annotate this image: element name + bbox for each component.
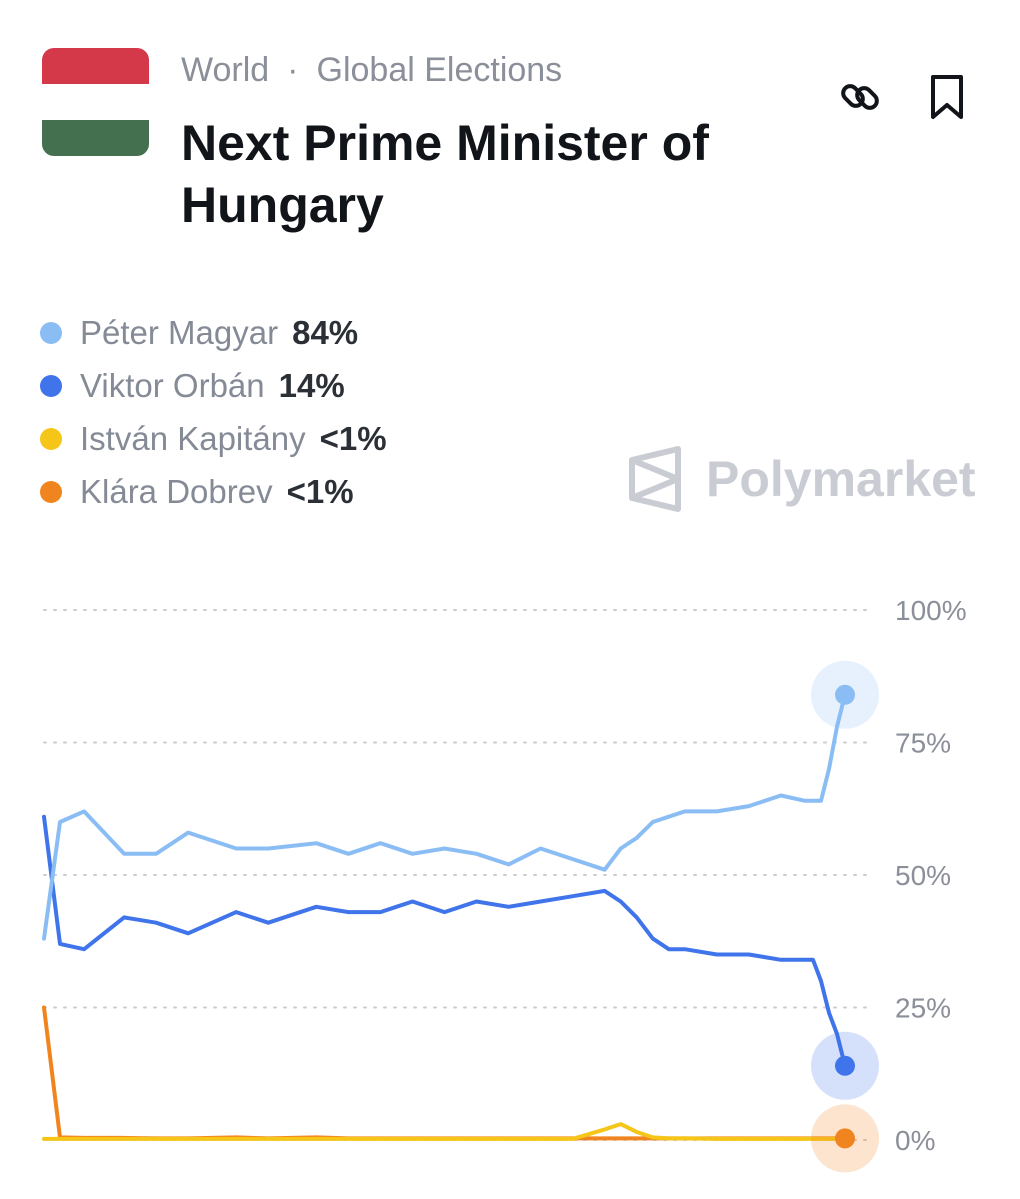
bookmark-button[interactable] (920, 70, 974, 124)
series-line-istv-n-kapit-ny (42, 1122, 847, 1141)
y-tick-label: 75% (895, 728, 951, 759)
flag-stripe-green (42, 120, 149, 156)
legend-item-istvan-kapitany[interactable]: István Kapitány <1% (40, 412, 387, 465)
y-tick-label: 0% (895, 1125, 935, 1156)
legend: Péter Magyar 84% Viktor Orbán 14% István… (40, 306, 387, 518)
polymarket-logo-icon (629, 446, 681, 512)
legend-dot (40, 321, 62, 344)
series-line-viktor-orb-n (42, 814, 847, 1068)
legend-value: 14% (278, 366, 345, 404)
bookmark-icon (931, 75, 963, 119)
end-marker-point (835, 1128, 855, 1149)
y-tick-label: 25% (895, 993, 951, 1024)
hungary-flag (42, 48, 149, 156)
legend-name: Klára Dobrev (80, 472, 273, 510)
price-history-chart[interactable]: 100% 75% 50% 25% 0% (0, 580, 1020, 1180)
breadcrumb-subcategory[interactable]: Global Elections (316, 50, 563, 89)
legend-value: <1% (319, 419, 387, 457)
copy-link-button[interactable] (833, 70, 887, 124)
watermark-text: Polymarket (706, 451, 976, 507)
legend-name: Péter Magyar (80, 313, 279, 351)
page-title: Next Prime Minister of Hungary (181, 115, 709, 233)
y-tick-label: 100% (895, 595, 967, 626)
legend-name: Viktor Orbán (80, 366, 265, 404)
legend-item-peter-magyar[interactable]: Péter Magyar 84% (40, 306, 387, 359)
breadcrumb: World · Global Elections (181, 48, 562, 92)
legend-item-viktor-orban[interactable]: Viktor Orbán 14% (40, 359, 387, 412)
y-tick-label: 50% (895, 860, 951, 891)
link-icon (841, 84, 879, 110)
flag-stripe-red (42, 48, 149, 84)
legend-dot (40, 374, 62, 397)
legend-dot (40, 427, 62, 450)
legend-name: István Kapitány (80, 419, 306, 457)
series-line-p-ter-magyar (42, 692, 847, 941)
legend-dot (40, 480, 62, 503)
end-marker-point (835, 1055, 855, 1076)
series-line-kl-ra-dobrev (42, 1005, 847, 1141)
flag-stripe-white (42, 84, 149, 120)
legend-value: <1% (286, 472, 354, 510)
legend-item-klara-dobrev[interactable]: Klára Dobrev <1% (40, 465, 387, 518)
legend-value: 84% (292, 313, 359, 351)
breadcrumb-category[interactable]: World (181, 50, 270, 89)
breadcrumb-separator: · (287, 50, 299, 89)
end-marker-point (835, 684, 855, 705)
polymarket-watermark: Polymarket (628, 446, 976, 512)
